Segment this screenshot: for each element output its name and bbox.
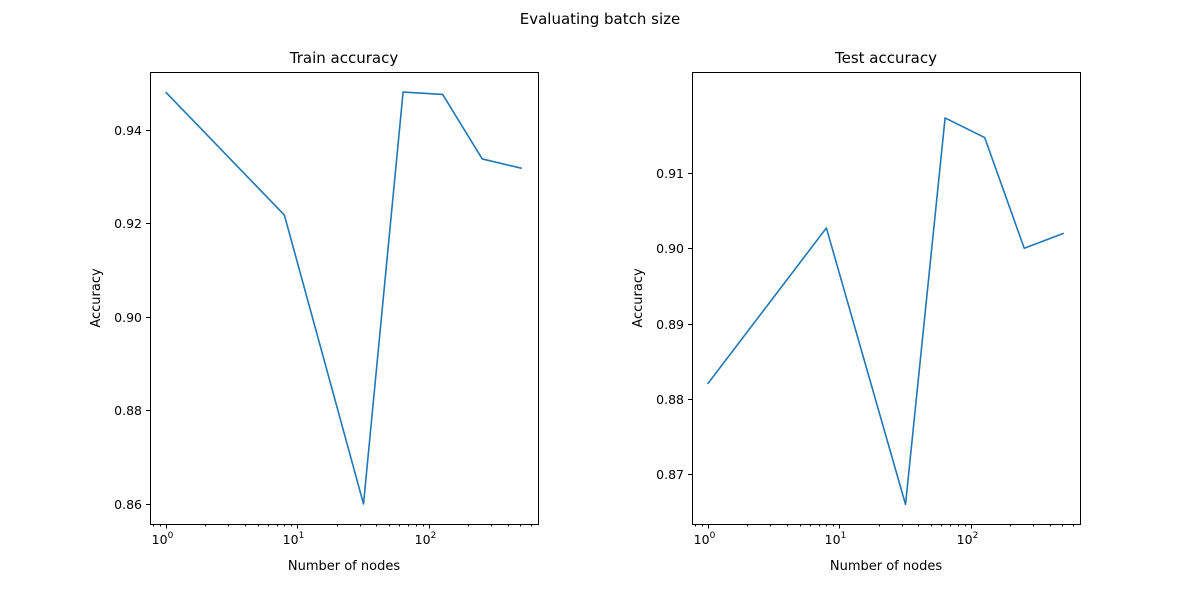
y-tick-label: 0.94 — [114, 123, 142, 138]
y-tick-label: 0.87 — [656, 467, 684, 482]
y-tick-label: 0.92 — [114, 216, 142, 231]
y-tick-label: 0.88 — [656, 392, 684, 407]
x-tick-label: 102 — [957, 531, 979, 547]
x-tick-label: 102 — [415, 531, 437, 547]
y-tick-label: 0.91 — [656, 166, 684, 181]
accuracy-series-line — [165, 91, 522, 505]
y-tick-label: 0.90 — [114, 310, 142, 325]
y-tick-label: 0.90 — [656, 241, 684, 256]
chart-title: Train accuracy — [289, 49, 399, 67]
y-axis-label: Accuracy — [89, 268, 104, 328]
train-accuracy-panel: Train accuracy 0.86 0.88 0.90 0.92 0.94 100 101… — [89, 49, 539, 574]
chart-title: Test accuracy — [834, 49, 937, 67]
y-tick-label: 0.88 — [114, 403, 142, 418]
y-tick-label: 0.86 — [114, 497, 142, 512]
test-accuracy-panel: Test accuracy 0.87 0.88 0.89 0.90 0.91 100 101 1… — [631, 49, 1081, 574]
x-tick-label: 101 — [283, 531, 305, 547]
x-axis-label: Number of nodes — [830, 559, 942, 574]
x-tick-label: 100 — [694, 531, 716, 547]
x-axis-label: Number of nodes — [288, 559, 400, 574]
plot-area-frame — [150, 72, 539, 525]
y-tick-label: 0.89 — [656, 317, 684, 332]
figure-suptitle: Evaluating batch size — [520, 10, 680, 28]
accuracy-series-line — [707, 117, 1065, 506]
x-tick-label: 101 — [825, 531, 847, 547]
y-axis-label: Accuracy — [631, 268, 646, 328]
x-tick-label: 100 — [152, 531, 174, 547]
plot-area-frame — [692, 72, 1081, 525]
